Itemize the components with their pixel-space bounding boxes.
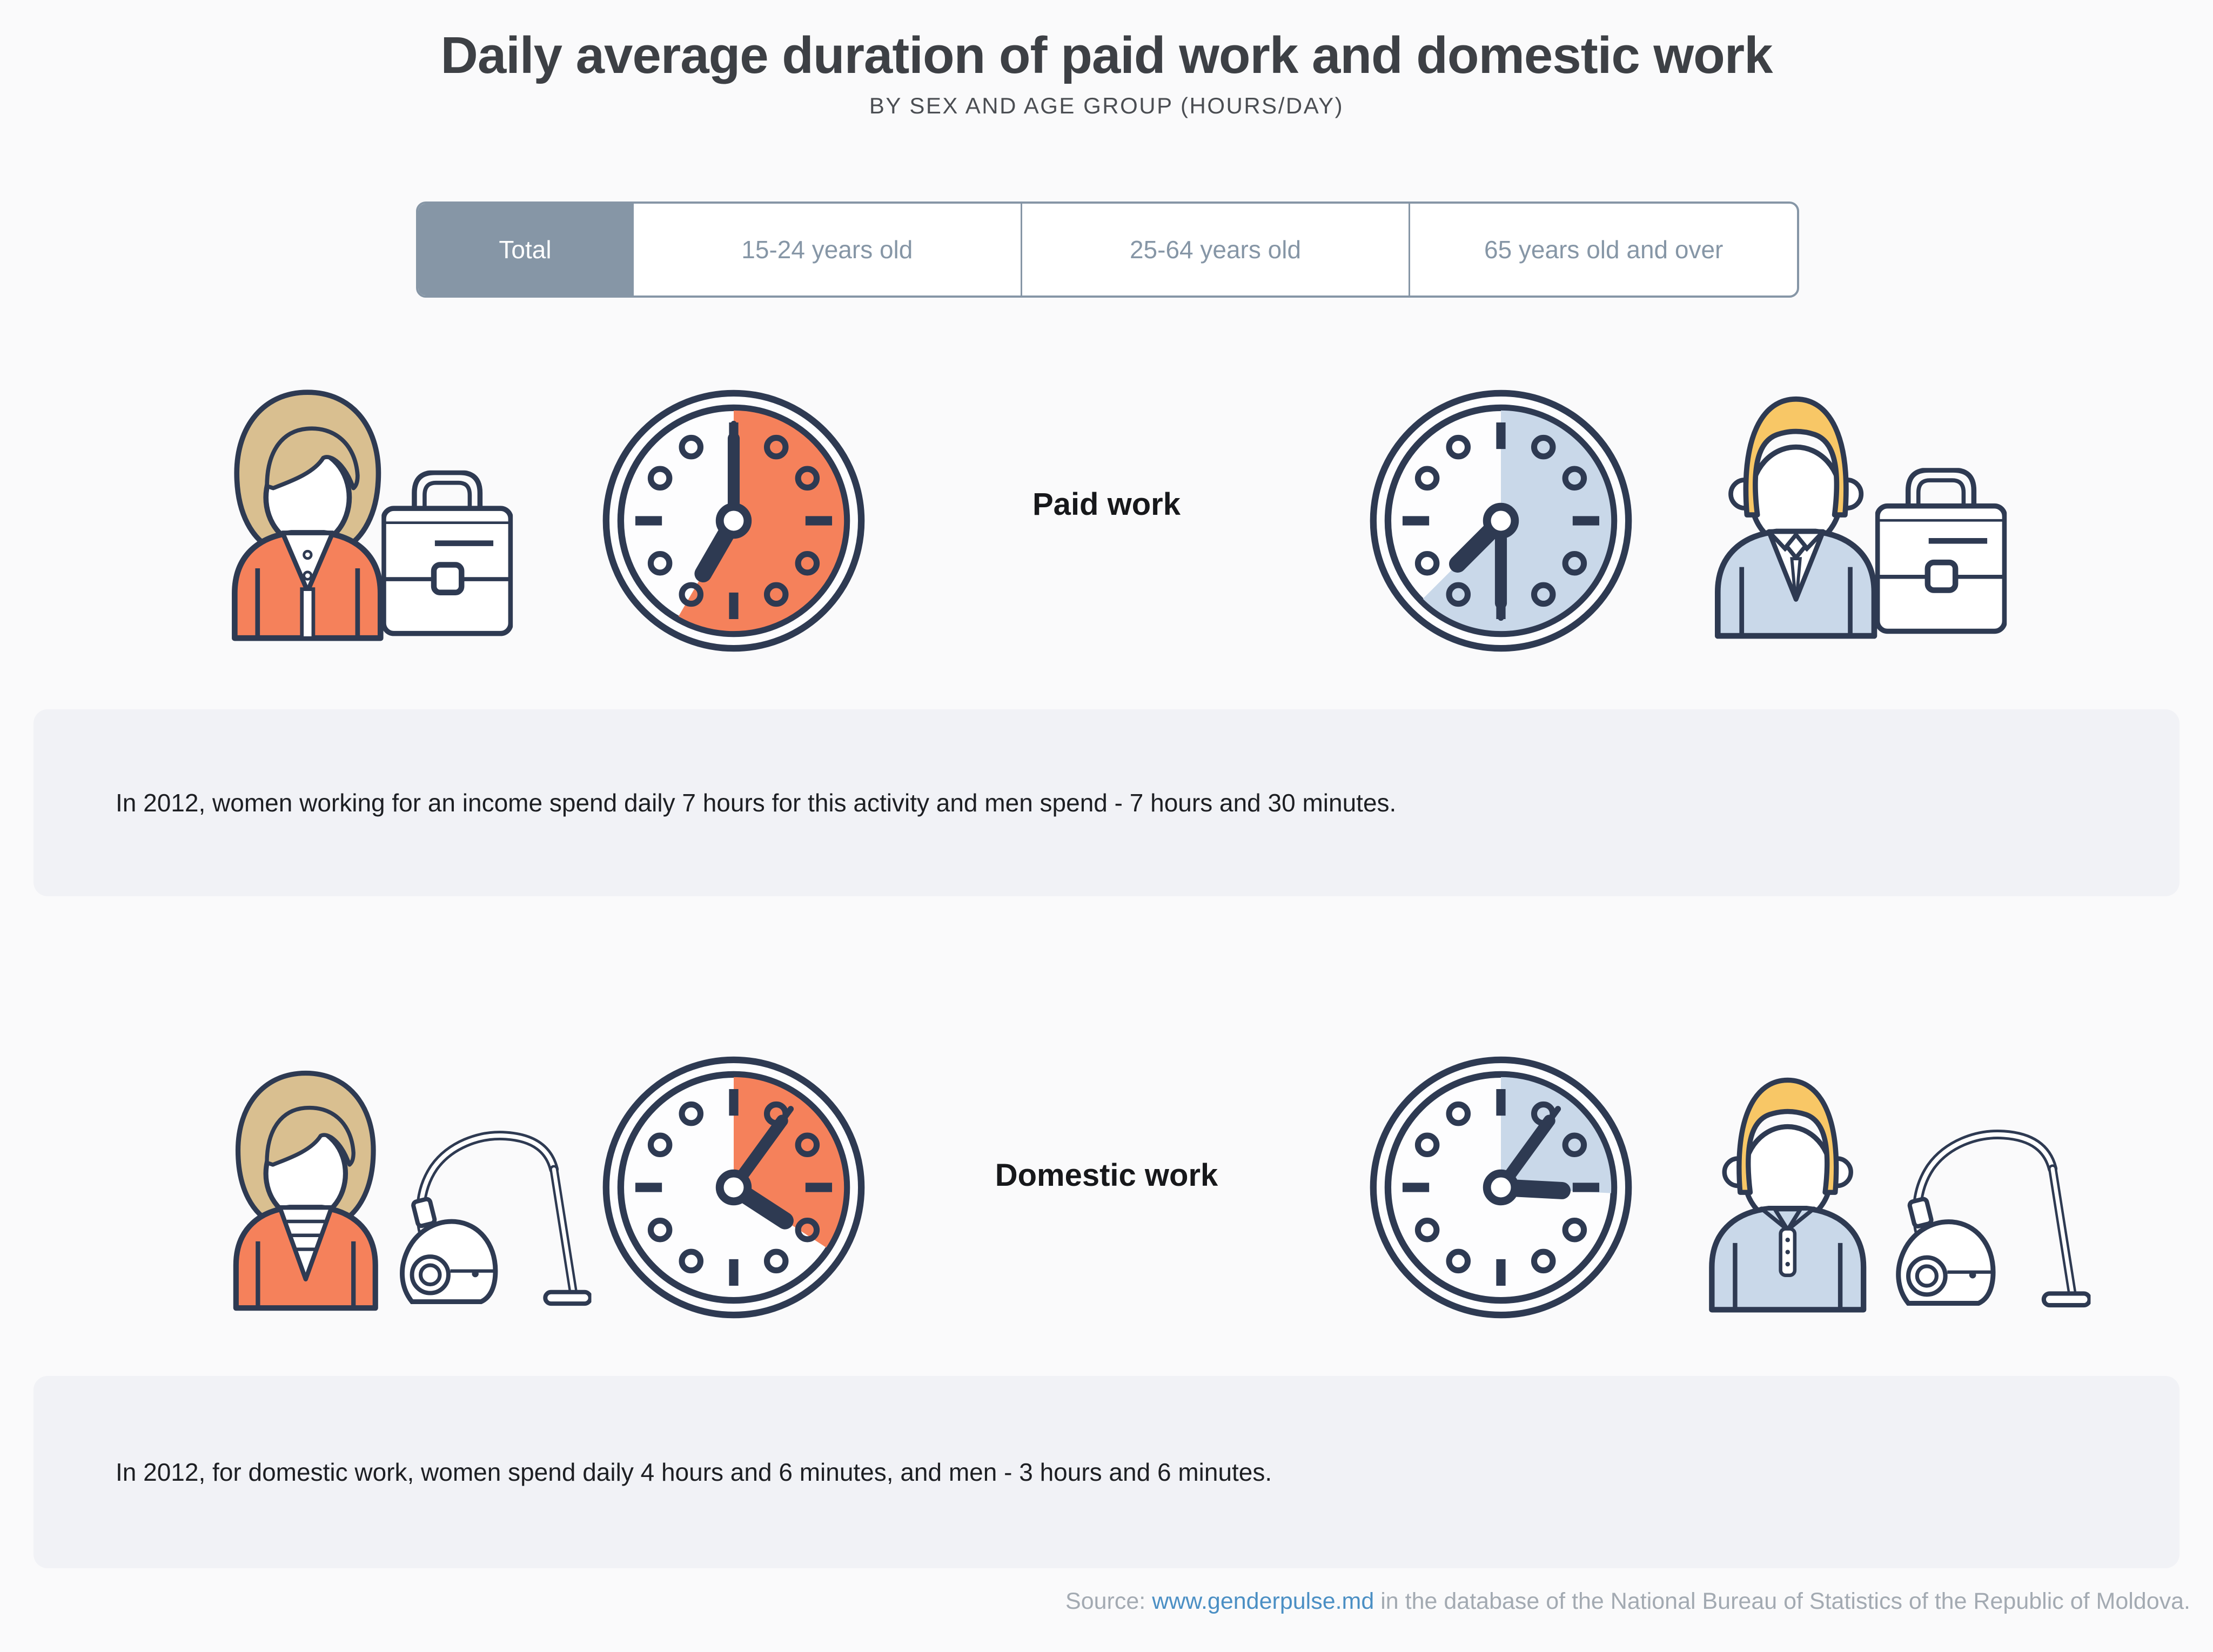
man-with-vacuum-icon	[1696, 1060, 2096, 1313]
page-title: Daily average duration of paid work and …	[440, 26, 1773, 84]
tab-total[interactable]: Total	[418, 204, 632, 296]
clock-men-paid-work	[1368, 388, 1634, 654]
source-link[interactable]: www.genderpulse.md	[1152, 1588, 1374, 1614]
tab-65-and-over[interactable]: 65 years old and over	[1409, 204, 1797, 296]
source-suffix: in the database of the National Bureau o…	[1374, 1588, 2190, 1614]
clock-women-paid-work	[601, 388, 867, 654]
source-line: Source: www.genderpulse.md in the databa…	[1065, 1588, 2190, 1615]
domestic-work-description: In 2012, for domestic work, women spend …	[116, 1458, 1272, 1486]
clock-men-domestic-work	[1368, 1055, 1634, 1320]
paid-work-description-panel: In 2012, women working for an income spe…	[33, 709, 2180, 896]
domestic-work-description-panel: In 2012, for domestic work, women spend …	[33, 1376, 2180, 1568]
source-prefix: Source:	[1065, 1588, 1152, 1614]
section-label-paid-work: Paid work	[1032, 487, 1181, 522]
page-subtitle: BY SEX AND AGE GROUP (HOURS/DAY)	[869, 93, 1344, 118]
tab-25-64-years[interactable]: 25-64 years old	[1020, 204, 1409, 296]
woman-with-briefcase-icon	[224, 381, 516, 641]
man-with-briefcase-icon	[1707, 378, 2010, 639]
age-group-tab-bar: Total 15-24 years old 25-64 years old 65…	[416, 202, 1799, 298]
paid-work-description: In 2012, women working for an income spe…	[116, 788, 1397, 817]
tab-15-24-years[interactable]: 15-24 years old	[632, 204, 1021, 296]
section-label-domestic-work: Domestic work	[995, 1158, 1218, 1193]
clock-women-domestic-work	[601, 1055, 867, 1320]
woman-with-vacuum-icon	[216, 1062, 594, 1311]
